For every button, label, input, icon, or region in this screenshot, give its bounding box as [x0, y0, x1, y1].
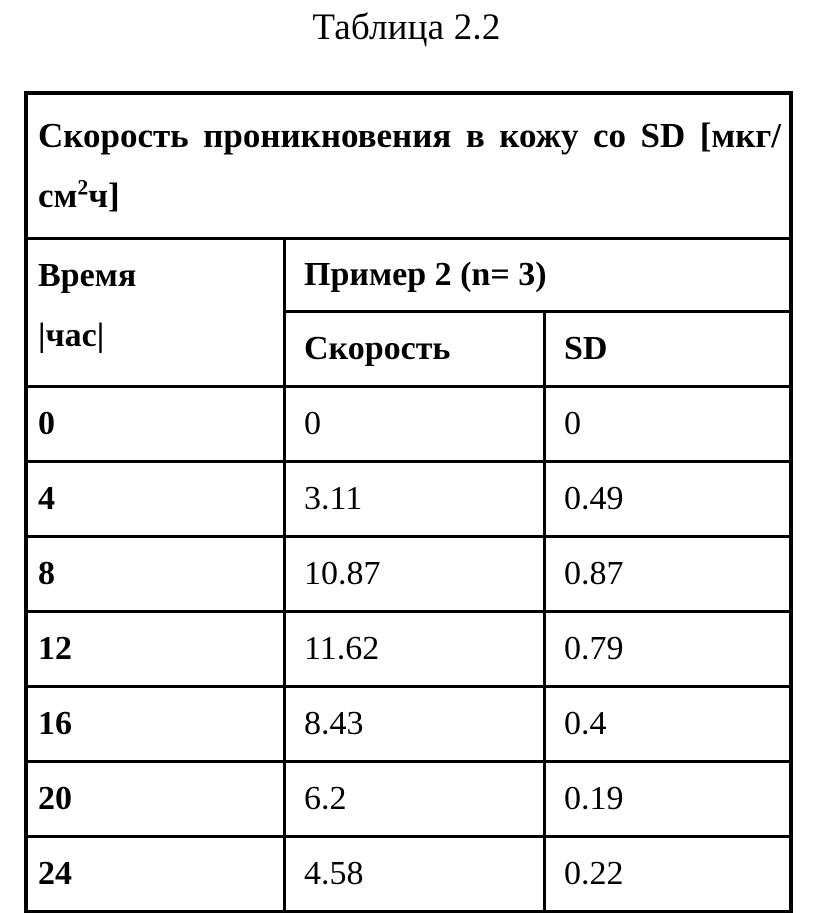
cell-sd: 0 — [545, 387, 791, 462]
column-group-header-example: Пример 2 (n= 3) — [285, 239, 791, 312]
cell-speed: 0 — [285, 387, 545, 462]
cell-sd: 0.49 — [545, 462, 791, 537]
table-caption-row: Скорость проникновения в кожу со SD [мкг… — [27, 94, 791, 239]
table-header-row-1: Время |час| Пример 2 (n= 3) — [27, 239, 791, 312]
table-row: 4 3.11 0.49 — [27, 462, 791, 537]
cell-speed: 11.62 — [285, 612, 545, 687]
cell-sd: 0.4 — [545, 687, 791, 762]
caption-suffix: ч] — [88, 176, 119, 215]
cell-sd: 0.19 — [545, 762, 791, 837]
column-header-sd: SD — [545, 312, 791, 387]
caption-superscript: 2 — [77, 175, 88, 199]
cell-speed: 3.11 — [285, 462, 545, 537]
column-header-time-line2: |час| — [38, 306, 273, 366]
cell-time: 0 — [27, 387, 285, 462]
page-title: Таблица 2.2 — [0, 4, 813, 52]
cell-time: 20 — [27, 762, 285, 837]
cell-time: 24 — [27, 837, 285, 912]
cell-sd: 0.79 — [545, 612, 791, 687]
cell-speed: 10.87 — [285, 537, 545, 612]
data-table: Скорость проникновения в кожу со SD [мкг… — [25, 92, 792, 913]
table-caption-text: Скорость проникновения в кожу со SD [мкг… — [38, 106, 781, 226]
table-row: 0 0 0 — [27, 387, 791, 462]
column-header-time-line1: Время — [38, 246, 273, 306]
cell-sd: 0.87 — [545, 537, 791, 612]
cell-speed: 6.2 — [285, 762, 545, 837]
caption-prefix: Скорость проникновения в кожу со SD [мкг… — [38, 116, 781, 215]
table-caption-cell: Скорость проникновения в кожу со SD [мкг… — [27, 94, 791, 239]
cell-speed: 8.43 — [285, 687, 545, 762]
column-header-time: Время |час| — [27, 239, 285, 387]
table-row: 16 8.43 0.4 — [27, 687, 791, 762]
column-header-speed: Скорость — [285, 312, 545, 387]
cell-time: 16 — [27, 687, 285, 762]
cell-speed: 4.58 — [285, 837, 545, 912]
table-row: 20 6.2 0.19 — [27, 762, 791, 837]
table-row: 12 11.62 0.79 — [27, 612, 791, 687]
cell-time: 4 — [27, 462, 285, 537]
cell-sd: 0.22 — [545, 837, 791, 912]
table-row: 8 10.87 0.87 — [27, 537, 791, 612]
cell-time: 8 — [27, 537, 285, 612]
cell-time: 12 — [27, 612, 285, 687]
table-row: 24 4.58 0.22 — [27, 837, 791, 912]
